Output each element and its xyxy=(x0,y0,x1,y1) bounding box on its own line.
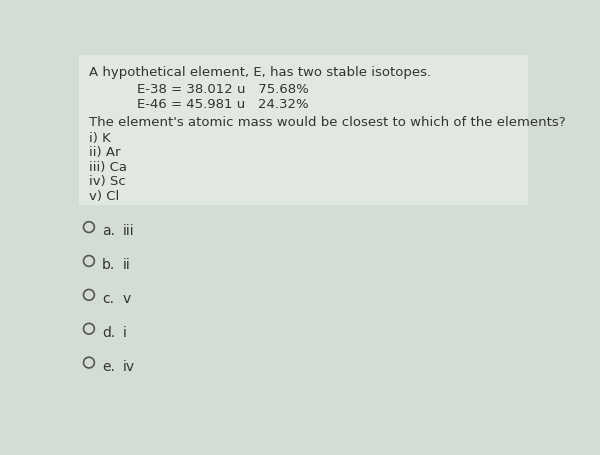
Text: c.: c. xyxy=(102,292,114,306)
Text: a.: a. xyxy=(102,224,115,238)
Text: E-38 = 38.012 u   75.68%: E-38 = 38.012 u 75.68% xyxy=(137,83,309,96)
Text: A hypothetical element, E, has two stable isotopes.: A hypothetical element, E, has two stabl… xyxy=(89,66,431,79)
Text: ii: ii xyxy=(123,258,131,272)
Text: v: v xyxy=(123,292,131,306)
Bar xyxy=(79,55,529,205)
Text: e.: e. xyxy=(102,359,115,374)
Text: d.: d. xyxy=(102,326,115,339)
Text: iii) Ca: iii) Ca xyxy=(89,161,127,174)
Text: ii) Ar: ii) Ar xyxy=(89,146,121,159)
Text: E-46 = 45.981 u   24.32%: E-46 = 45.981 u 24.32% xyxy=(137,98,308,111)
Text: iii: iii xyxy=(123,224,134,238)
Text: The element's atomic mass would be closest to which of the elements?: The element's atomic mass would be close… xyxy=(89,116,566,129)
Text: iv: iv xyxy=(123,359,135,374)
Text: i: i xyxy=(123,326,127,339)
Text: b.: b. xyxy=(102,258,115,272)
Text: iv) Sc: iv) Sc xyxy=(89,176,126,188)
Text: i) K: i) K xyxy=(89,131,111,145)
Text: v) Cl: v) Cl xyxy=(89,190,119,203)
